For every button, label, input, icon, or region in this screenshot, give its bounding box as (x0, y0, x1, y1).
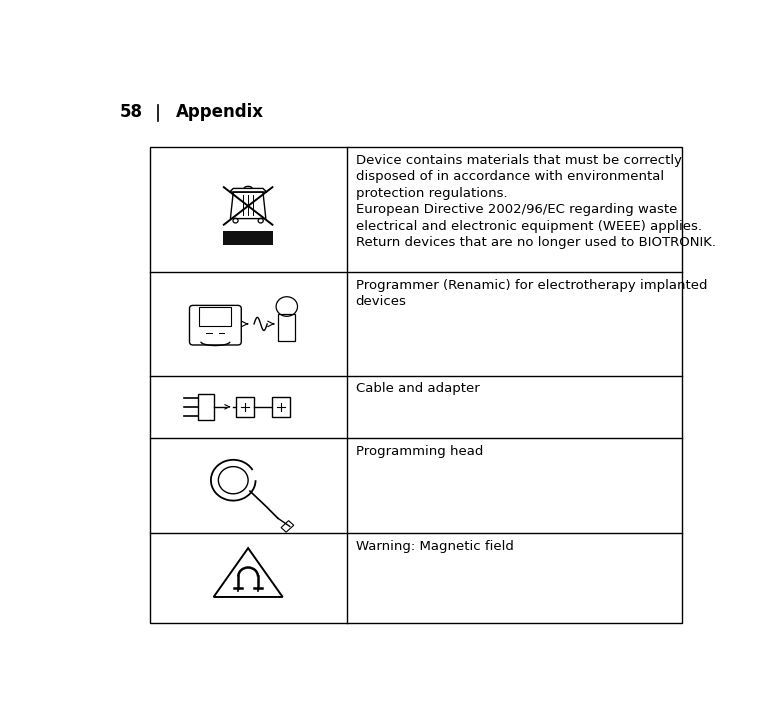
Bar (272, 397, 290, 417)
Text: Device contains materials that must be correctly
disposed of in accordance with : Device contains materials that must be c… (356, 154, 716, 249)
Bar (281, 520, 293, 532)
Text: Cable and adapter: Cable and adapter (356, 382, 479, 395)
FancyArrowPatch shape (225, 405, 230, 409)
Text: Programmer (Renamic) for electrotherapy implanted
devices: Programmer (Renamic) for electrotherapy … (356, 279, 707, 309)
Text: Programming head: Programming head (356, 445, 483, 457)
Bar (223, 232, 273, 245)
Bar (200, 308, 231, 326)
Text: Appendix: Appendix (177, 102, 264, 121)
Text: 58: 58 (120, 102, 143, 121)
Bar (150, 148, 682, 623)
Bar (237, 397, 254, 417)
Bar (197, 394, 214, 420)
Text: Warning: Magnetic field: Warning: Magnetic field (356, 539, 514, 553)
Bar (279, 314, 295, 341)
